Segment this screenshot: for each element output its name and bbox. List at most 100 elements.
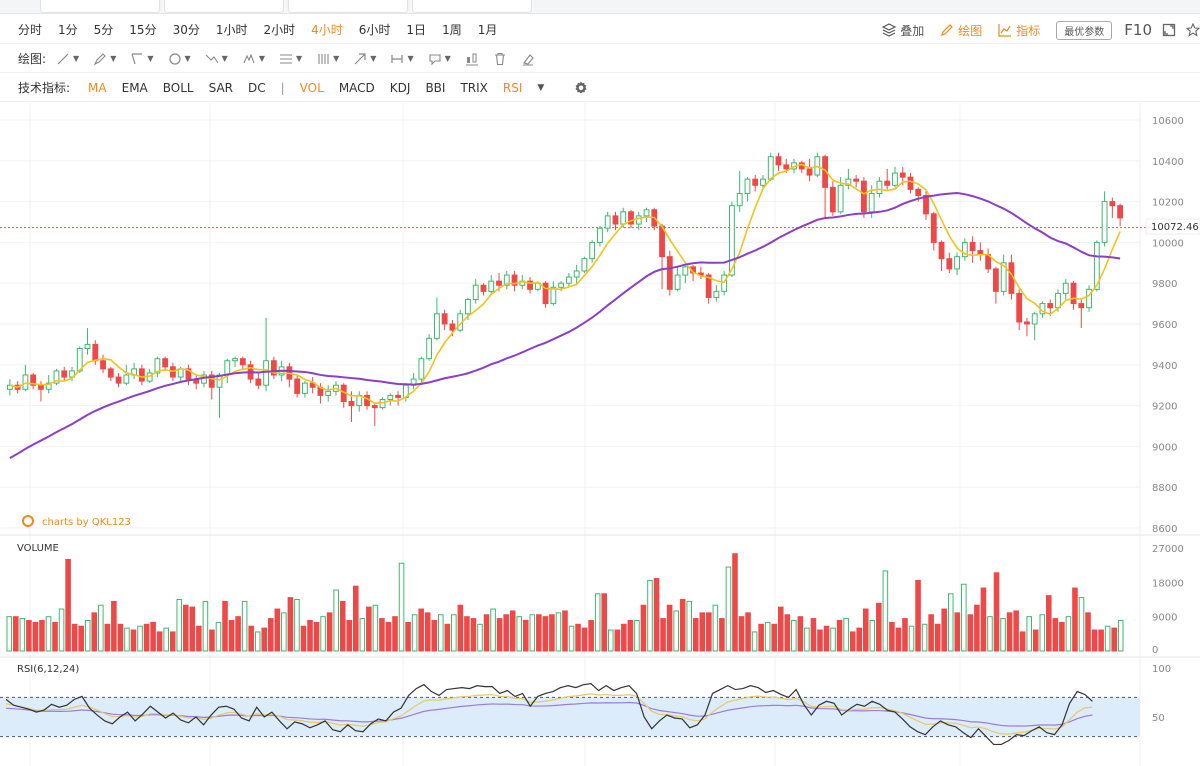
candle-body bbox=[884, 180, 891, 186]
candle-body bbox=[309, 382, 316, 388]
candle-down bbox=[907, 173, 914, 194]
price-tick-label: 10000 bbox=[1152, 238, 1184, 249]
indicator-vol[interactable]: VOL bbox=[299, 80, 324, 95]
volume-bar-down bbox=[268, 618, 274, 652]
indicator-macd[interactable]: MACD bbox=[338, 80, 375, 95]
volume-bar-up bbox=[830, 627, 836, 652]
volume-bar-down bbox=[549, 614, 555, 652]
note-tool[interactable]: ▼ bbox=[428, 52, 451, 66]
volume-bar-down bbox=[326, 612, 333, 652]
volume-bar-up bbox=[961, 583, 967, 652]
timeframe-4h[interactable]: 4小时 bbox=[311, 23, 343, 37]
browser-tab[interactable] bbox=[164, 0, 284, 13]
indicator-trix[interactable]: TRIX bbox=[460, 80, 488, 95]
candle-up bbox=[263, 317, 269, 392]
timeframe-fenshi[interactable]: 分时 bbox=[18, 23, 43, 37]
bars-tool[interactable]: ▼ bbox=[316, 52, 339, 66]
candle-down bbox=[1117, 203, 1124, 227]
candle-down bbox=[239, 356, 246, 369]
volume-bar-up bbox=[555, 612, 562, 652]
candle-body bbox=[558, 282, 565, 288]
candle-up bbox=[573, 264, 580, 284]
candle-body bbox=[954, 256, 960, 270]
line-tool[interactable]: ▼ bbox=[56, 52, 79, 66]
circle-tool[interactable]: ▼ bbox=[168, 52, 191, 66]
timeframe-1d[interactable]: 1日 bbox=[406, 23, 427, 37]
timeframe-1m[interactable]: 1分 bbox=[58, 23, 78, 37]
volume-bar-down bbox=[784, 614, 791, 652]
volume-bar-down bbox=[13, 616, 19, 652]
pattern-tool[interactable]: ▼ bbox=[242, 52, 265, 66]
indicator-dc[interactable]: DC bbox=[248, 80, 266, 95]
pencil-icon bbox=[941, 24, 954, 36]
volume-bar-up bbox=[568, 625, 575, 652]
candle-up bbox=[325, 385, 332, 402]
volume-bar-down bbox=[248, 625, 254, 652]
candle-down bbox=[612, 211, 619, 231]
candle-down bbox=[930, 211, 937, 251]
indicator-bbi[interactable]: BBI bbox=[425, 80, 446, 95]
volume-bar-down bbox=[738, 616, 745, 652]
star-icon[interactable] bbox=[1186, 23, 1200, 37]
volume-bar-down bbox=[470, 618, 477, 652]
pen-tool[interactable]: ▼ bbox=[93, 52, 116, 66]
timeframe-1h[interactable]: 1小时 bbox=[215, 23, 248, 37]
candle-up bbox=[589, 240, 596, 263]
timeframe-2h[interactable]: 2小时 bbox=[263, 23, 296, 37]
chart-container[interactable]: 10600 10400 10200 10000 9800 9600 9400 9200 9000… bbox=[0, 103, 1200, 766]
timeframe-30m[interactable]: 30分 bbox=[172, 23, 200, 37]
indicator-kdj[interactable]: KDJ bbox=[389, 80, 411, 95]
indicator-boll[interactable]: BOLL bbox=[162, 80, 194, 95]
draw-button[interactable]: 绘图 bbox=[940, 22, 982, 39]
polyline-tool[interactable]: ▼ bbox=[130, 52, 154, 66]
browser-tab[interactable] bbox=[412, 0, 532, 13]
indicator-rsi[interactable]: RSI bbox=[502, 80, 523, 95]
candle-down bbox=[977, 242, 984, 261]
candle-body bbox=[123, 374, 130, 384]
indicator-ema[interactable]: EMA bbox=[121, 80, 148, 95]
price-axis: 10600 10400 10200 10000 9800 9600 9400 9200 9000… bbox=[1152, 116, 1184, 724]
candle-tool[interactable] bbox=[465, 52, 479, 66]
timeframe-15m[interactable]: 15分 bbox=[129, 23, 157, 37]
channel-tool[interactable]: ▼ bbox=[279, 52, 302, 66]
eraser-tool[interactable] bbox=[521, 52, 535, 66]
candle-body bbox=[674, 274, 681, 290]
settings-gear-icon[interactable] bbox=[573, 80, 589, 96]
volume-bar-down bbox=[169, 631, 176, 652]
fib-tool[interactable]: ▼ bbox=[205, 52, 228, 66]
candle-body bbox=[837, 184, 844, 213]
candle-body bbox=[465, 299, 471, 315]
measure-tool[interactable]: ▼ bbox=[390, 52, 414, 66]
candle-body bbox=[527, 280, 533, 290]
timeframe-5m[interactable]: 5分 bbox=[93, 23, 114, 37]
candle-body bbox=[853, 178, 860, 182]
indicator-ma[interactable]: MA bbox=[88, 80, 107, 95]
volume-bar-down bbox=[196, 625, 202, 652]
browser-tab[interactable] bbox=[40, 0, 160, 13]
candle-body bbox=[783, 164, 790, 170]
overlay-button[interactable]: 叠加 bbox=[882, 22, 924, 39]
arrow-tool[interactable]: ▼ bbox=[353, 52, 376, 66]
timeframe-1mo[interactable]: 1月 bbox=[477, 23, 498, 37]
volume-bar-up bbox=[1065, 616, 1072, 652]
candle-body bbox=[923, 194, 929, 215]
delete-tool[interactable] bbox=[493, 52, 507, 66]
timeframe-1w[interactable]: 1周 bbox=[442, 23, 462, 37]
indicator-more-dropdown[interactable]: ▼ bbox=[537, 82, 545, 93]
optimal-params-button[interactable]: 最优参数 bbox=[1056, 20, 1113, 40]
browser-tab[interactable] bbox=[288, 0, 408, 13]
candle-body bbox=[775, 156, 782, 166]
timeframe-6h[interactable]: 6小时 bbox=[358, 23, 391, 37]
candlestick-chart[interactable]: 10600 10400 10200 10000 9800 9600 9400 9200 9000… bbox=[0, 103, 1200, 766]
volume-bar-down bbox=[993, 572, 1000, 652]
ma-lines-layer bbox=[9, 163, 1121, 460]
f10-button[interactable]: F10 bbox=[1124, 21, 1152, 39]
candle-body bbox=[597, 227, 603, 243]
indicator-button[interactable]: 指标 bbox=[998, 22, 1040, 39]
rsi-tick-label: 50 bbox=[1152, 713, 1165, 724]
volume-bar-up bbox=[987, 616, 993, 652]
candle-body bbox=[829, 186, 836, 213]
indicator-sar[interactable]: SAR bbox=[208, 80, 233, 95]
candle-body bbox=[30, 374, 37, 386]
fullscreen-icon[interactable] bbox=[1162, 23, 1176, 37]
